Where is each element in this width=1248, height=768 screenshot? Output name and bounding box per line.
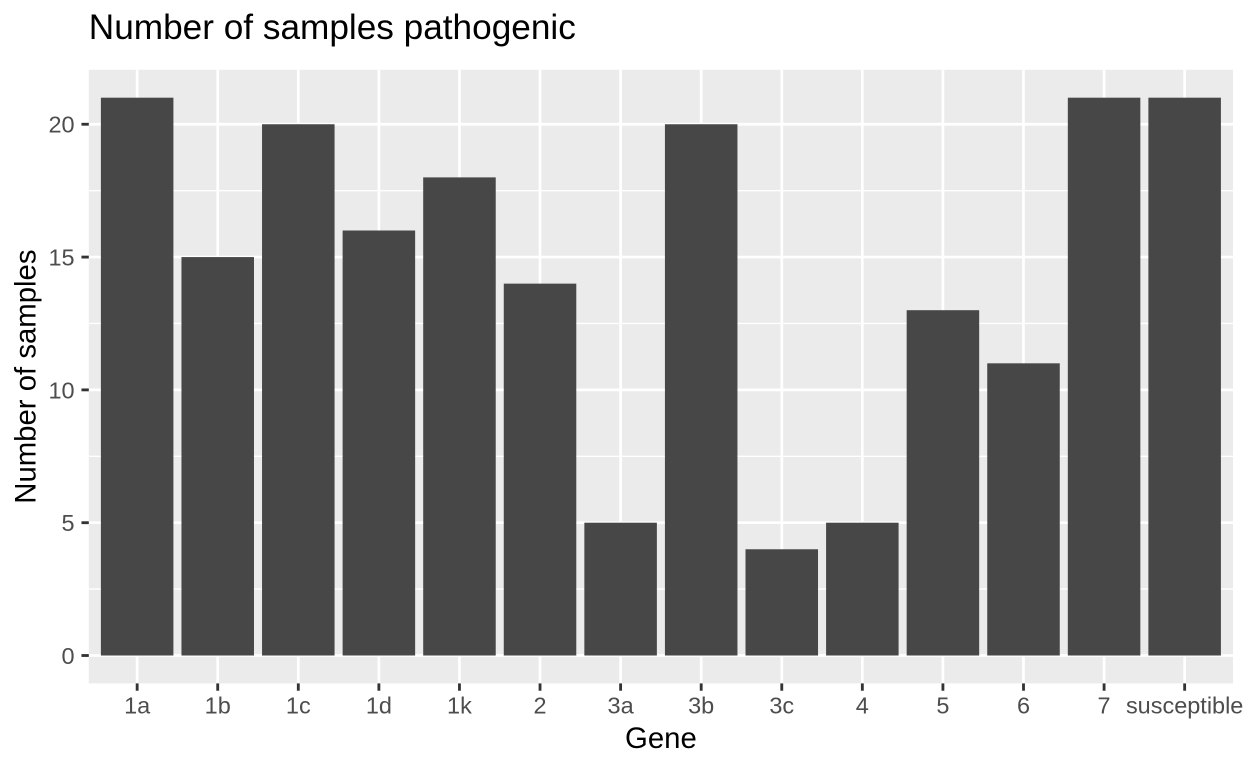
svg-text:1c: 1c bbox=[286, 693, 311, 719]
svg-text:Number of samples: Number of samples bbox=[10, 249, 43, 503]
svg-text:5: 5 bbox=[62, 510, 75, 536]
svg-text:7: 7 bbox=[1098, 693, 1111, 719]
svg-text:1d: 1d bbox=[366, 693, 392, 719]
svg-text:Gene: Gene bbox=[625, 722, 697, 755]
svg-text:3c: 3c bbox=[769, 693, 794, 719]
svg-text:1b: 1b bbox=[205, 693, 231, 719]
svg-text:1a: 1a bbox=[124, 693, 151, 719]
svg-text:5: 5 bbox=[936, 693, 949, 719]
svg-text:0: 0 bbox=[62, 643, 75, 669]
svg-text:Number of samples pathogenic: Number of samples pathogenic bbox=[89, 8, 576, 47]
svg-text:susceptible: susceptible bbox=[1126, 693, 1243, 719]
svg-text:6: 6 bbox=[1017, 693, 1030, 719]
svg-text:4: 4 bbox=[856, 693, 869, 719]
svg-text:3b: 3b bbox=[688, 693, 714, 719]
svg-text:2: 2 bbox=[533, 693, 546, 719]
svg-text:10: 10 bbox=[48, 377, 74, 403]
svg-text:3a: 3a bbox=[608, 693, 635, 719]
svg-text:15: 15 bbox=[48, 244, 74, 270]
svg-text:20: 20 bbox=[48, 112, 74, 138]
svg-text:1k: 1k bbox=[447, 693, 472, 719]
